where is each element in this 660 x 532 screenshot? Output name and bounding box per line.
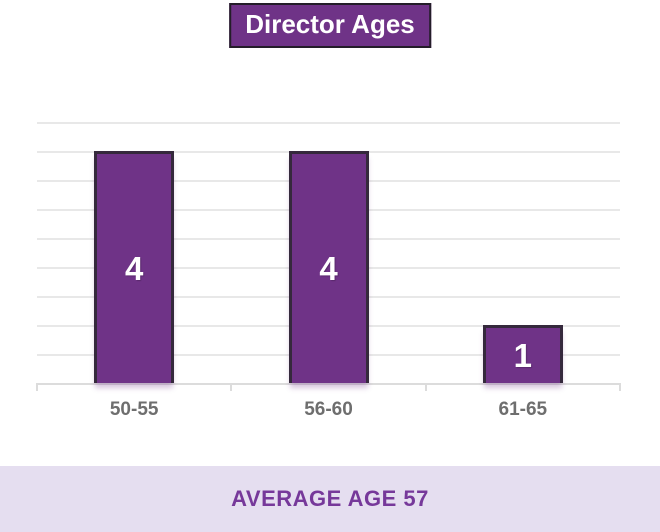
bar-value-label: 1 [513, 336, 532, 374]
x-axis-tick [230, 383, 233, 391]
bar-61-65: 1 [482, 325, 563, 383]
x-axis-line [37, 383, 620, 385]
bar-value-label: 4 [319, 249, 338, 287]
x-axis-tick [619, 383, 621, 391]
x-axis-tick [424, 383, 427, 391]
average-age-label: AVERAGE AGE 57 [231, 486, 429, 511]
gridline [37, 122, 620, 124]
x-axis-category-label: 56-60 [304, 399, 353, 420]
bar-56-60: 4 [288, 151, 369, 383]
bar-value-label: 4 [124, 249, 144, 287]
average-age-banner: AVERAGE AGE 57 [0, 466, 660, 532]
chart-title: Director Ages [229, 3, 431, 48]
x-axis-category-label: 50-55 [109, 399, 159, 420]
x-axis-category-label: 61-65 [498, 399, 548, 420]
bar-50-55: 4 [94, 151, 175, 383]
x-axis-tick [36, 383, 38, 391]
